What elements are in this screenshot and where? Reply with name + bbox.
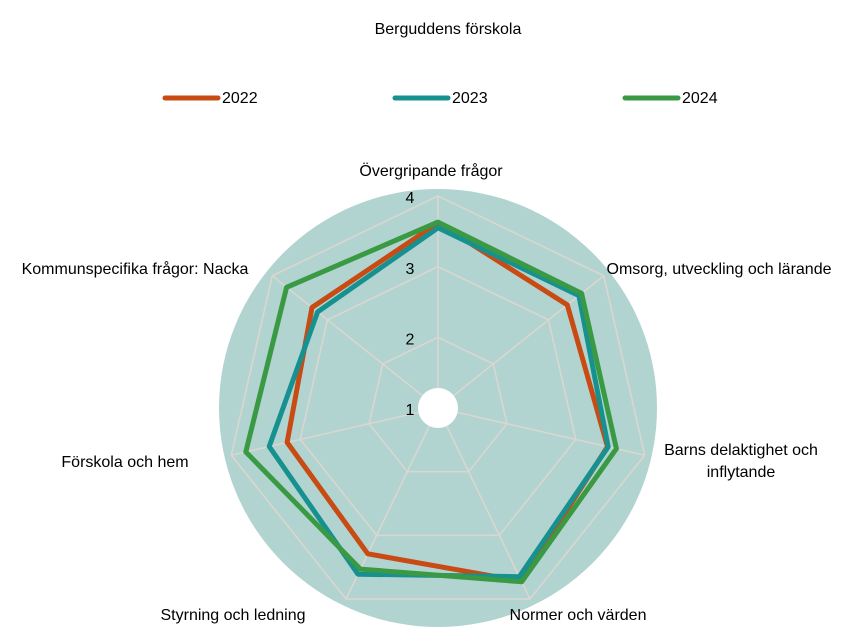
category-label: Normer och värden — [509, 607, 647, 624]
y-tick-label: 4 — [406, 190, 415, 207]
legend-label: 2024 — [682, 90, 718, 107]
y-tick-label: 3 — [406, 261, 415, 278]
spoke — [437, 275, 605, 409]
series-line — [284, 220, 610, 584]
spoke — [231, 407, 439, 456]
category-label: Förskola och hem — [61, 454, 189, 471]
legend-label: 2022 — [222, 90, 258, 107]
category-label: Övergripande frågor — [359, 163, 503, 180]
y-tick-label: 2 — [406, 332, 415, 349]
grid-line — [230, 195, 646, 600]
category-label: Omsorg, utveckling och lärande — [606, 261, 832, 278]
grid-line — [299, 265, 577, 537]
y-tick-label: 1 — [406, 402, 415, 419]
legend-label: 2023 — [452, 90, 488, 107]
category-label: Styrning och ledning — [160, 607, 306, 624]
series-line — [243, 219, 619, 585]
spoke — [437, 407, 531, 600]
spoke — [271, 275, 439, 409]
center-hole — [418, 388, 458, 428]
category-label: Barns delaktighet och inflytande — [664, 442, 818, 481]
chart-title: Berguddens förskola — [375, 21, 522, 38]
grid-line — [368, 336, 508, 473]
category-label: Kommunspecifika frågor: Nacka — [21, 261, 249, 278]
